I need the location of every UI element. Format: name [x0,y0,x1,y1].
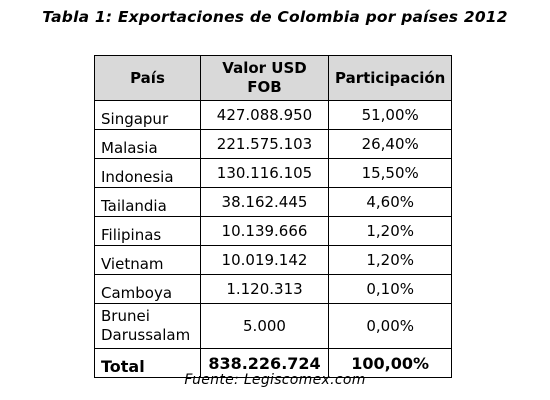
country-line2: Darussalam [101,326,191,344]
exports-table: País Valor USD FOB Participación Singapur… [94,55,453,378]
value-cell: 10.019.142 [200,245,329,275]
country-cell: Filipinas [94,216,201,246]
country-cell: Brunei Darussalam [94,303,201,349]
table-row: Malasia 221.575.103 26,40% [94,129,453,159]
share-cell: 4,60% [327,187,453,217]
value-cell: 5.000 [200,303,329,349]
table-row: Brunei Darussalam 5.000 0,00% [94,303,453,349]
source-note: Fuente: Legiscomex.com [184,372,366,388]
value-cell: 1.120.313 [200,274,329,304]
country-cell: Malasia [94,129,201,159]
country-cell: Indonesia [94,158,201,188]
header-country: País [94,55,201,101]
header-value: Valor USD FOB [200,55,329,101]
table-row: Filipinas 10.139.666 1,20% [94,216,453,246]
share-cell: 1,20% [327,245,453,275]
country-cell: Singapur [94,100,201,130]
value-cell: 221.575.103 [200,129,329,159]
value-cell: 38.162.445 [200,187,329,217]
table-row: Camboya 1.120.313 0,10% [94,274,453,304]
country-cell: Camboya [94,274,201,304]
share-cell: 1,20% [327,216,453,246]
share-cell: 0,00% [327,303,453,349]
table-header-row: País Valor USD FOB Participación [94,55,453,101]
share-cell: 0,10% [327,274,453,304]
total-value: 838.226.724 [200,348,329,378]
value-cell: 10.139.666 [200,216,329,246]
share-cell: 51,00% [327,100,453,130]
table-row: Tailandia 38.162.445 4,60% [94,187,453,217]
country-cell: Vietnam [94,245,201,275]
table-row: Singapur 427.088.950 51,00% [94,100,453,130]
table-row: Indonesia 130.116.105 15,50% [94,158,453,188]
table-row: Vietnam 10.019.142 1,20% [94,245,453,275]
header-value-line1: Valor USD [222,59,307,77]
header-value-line2: FOB [247,78,282,96]
value-cell: 427.088.950 [200,100,329,130]
total-share: 100,00% [327,348,453,378]
value-cell: 130.116.105 [200,158,329,188]
country-cell: Tailandia [94,187,201,217]
share-cell: 26,40% [327,129,453,159]
table-title: Tabla 1: Exportaciones de Colombia por p… [42,8,508,26]
total-label: Total [94,348,201,378]
country-line1: Brunei [101,307,150,325]
total-row: Total 838.226.724 100,00% [94,348,453,378]
header-share: Participación [327,55,453,101]
share-cell: 15,50% [327,158,453,188]
